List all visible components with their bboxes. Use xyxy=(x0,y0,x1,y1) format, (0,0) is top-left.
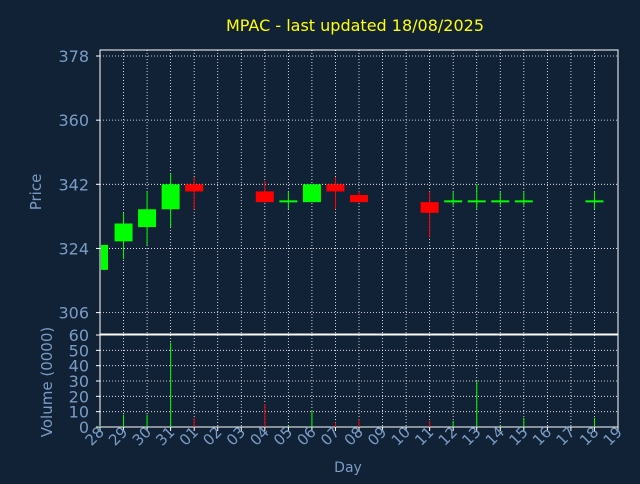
price-tick-label: 360 xyxy=(58,111,89,130)
day-axis-label: Day xyxy=(334,460,362,476)
candle-body-28 xyxy=(101,244,108,270)
candle-body-12 xyxy=(444,200,463,203)
candle-body-07 xyxy=(326,184,345,192)
candle-body-08 xyxy=(350,195,368,203)
price-tick-label: 306 xyxy=(58,304,89,323)
chart-title: MPAC - last updated 18/08/2025 xyxy=(226,16,484,35)
candle-body-31 xyxy=(161,184,180,210)
candle-body-11 xyxy=(420,202,439,213)
candle-body-01 xyxy=(185,184,204,192)
volume-axis-label: Volume (0000) xyxy=(38,327,56,437)
volume-tick-label: 0 xyxy=(79,418,89,437)
candle-body-30 xyxy=(138,209,157,228)
candle-body-13 xyxy=(467,200,486,203)
candle-body-06 xyxy=(302,184,321,203)
price-tick-label: 324 xyxy=(58,239,89,258)
price-tick-label: 378 xyxy=(58,47,89,66)
volume-tick-label: 50 xyxy=(69,341,89,360)
x-axis: 2829303101020304050607080910111213141516… xyxy=(82,423,626,449)
candle-body-04 xyxy=(255,191,274,203)
volume-tick-label: 60 xyxy=(69,326,89,345)
volume-tick-label: 30 xyxy=(69,372,89,391)
volume-tick-label: 20 xyxy=(69,387,89,406)
candle-body-18 xyxy=(585,200,604,203)
candle-body-14 xyxy=(491,200,510,203)
price-panel: 378 360 342 324 306 xyxy=(58,47,619,335)
price-axis-label: Price xyxy=(27,174,45,211)
price-tick-label: 342 xyxy=(58,175,89,194)
volume-tick-label: 10 xyxy=(69,403,89,422)
volume-tick-label: 40 xyxy=(69,357,89,376)
candle-body-29 xyxy=(114,223,133,242)
candle-body-15 xyxy=(514,200,533,203)
candle-body-05 xyxy=(279,200,298,203)
